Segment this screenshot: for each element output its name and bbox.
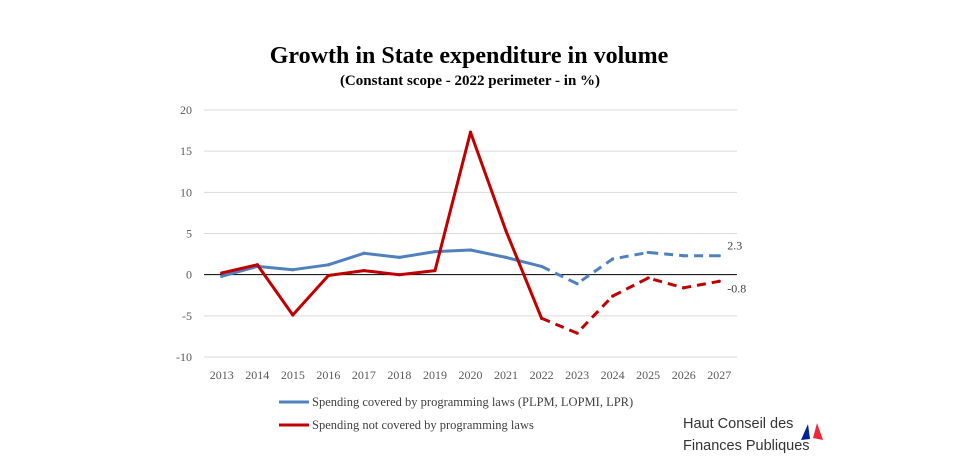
series-1-point xyxy=(504,229,508,233)
series-lines xyxy=(220,130,721,335)
legend-label-not-covered: Spending not covered by programming laws xyxy=(312,418,534,432)
series-0-point xyxy=(575,282,579,286)
y-tick-label: -10 xyxy=(176,350,192,364)
series-1-point xyxy=(682,286,686,290)
x-tick-label: 2018 xyxy=(387,368,411,382)
x-tick-label: 2027 xyxy=(707,368,731,382)
x-tick-label: 2026 xyxy=(672,368,696,382)
series-1-point xyxy=(646,276,650,280)
series-1-point xyxy=(255,263,259,267)
end-labels: 2.3 -0.8 xyxy=(727,239,746,296)
x-tick-label: 2024 xyxy=(601,368,625,382)
series-1-point xyxy=(220,271,224,275)
grid-lines xyxy=(204,109,737,358)
series-1-point xyxy=(539,316,544,320)
x-tick-label: 2022 xyxy=(530,368,554,382)
series-0-end-label: 2.3 xyxy=(727,239,742,253)
series-1-point xyxy=(433,268,437,273)
y-tick-label: 20 xyxy=(180,103,192,117)
legend-label-covered: Spending covered by programming laws (PL… xyxy=(312,395,633,409)
series-1-actual-line xyxy=(220,130,544,320)
series-0-point xyxy=(397,255,402,259)
series-0-point xyxy=(539,264,544,269)
series-0-point xyxy=(362,251,366,255)
x-tick-label: 2013 xyxy=(210,368,234,382)
logo-line-2: Finances Publiques xyxy=(683,438,810,454)
x-tick-label: 2017 xyxy=(352,368,376,382)
series-0-forecast-line xyxy=(540,250,720,286)
series-1-point xyxy=(717,279,721,283)
x-tick-label: 2016 xyxy=(316,368,340,382)
logo-flag-red-icon xyxy=(813,423,823,440)
x-tick-label: 2021 xyxy=(494,368,518,382)
series-0-point xyxy=(220,274,224,278)
y-tick-label: 5 xyxy=(186,227,192,241)
series-1-end-label: -0.8 xyxy=(727,281,746,295)
x-axis-ticks: 2013 2014 2015 2016 2017 2018 2019 2020 2021 2022… xyxy=(210,368,731,382)
series-1-point xyxy=(575,331,579,335)
legend: Spending covered by programming laws (PL… xyxy=(279,395,633,432)
series-0-point xyxy=(611,257,615,261)
series-0-point xyxy=(468,248,473,252)
chart-title: Growth in State expenditure in volume xyxy=(270,43,669,69)
series-0-point xyxy=(717,254,721,258)
series-0-point xyxy=(504,255,508,259)
x-tick-label: 2023 xyxy=(565,368,589,382)
series-1-point xyxy=(611,294,615,298)
series-0-actual-line xyxy=(220,248,544,278)
series-1-point xyxy=(326,273,330,278)
series-0-point xyxy=(326,263,330,267)
hcfp-logo: Haut Conseil des Finances Publiques xyxy=(683,416,823,454)
series-1-point xyxy=(362,268,366,273)
series-0-point xyxy=(291,268,295,272)
y-tick-label: 0 xyxy=(186,268,192,282)
series-1-point xyxy=(468,130,473,134)
x-tick-label: 2025 xyxy=(636,368,660,382)
y-axis-ticks: 20 15 10 5 0 -5 -10 xyxy=(176,103,192,364)
series-0-point xyxy=(646,250,650,255)
x-tick-label: 2020 xyxy=(459,368,483,382)
x-tick-label: 2014 xyxy=(245,368,269,382)
logo-line-1: Haut Conseil des xyxy=(683,416,793,432)
chart-subtitle: (Constant scope - 2022 perimeter - in %) xyxy=(340,73,600,89)
logo-flag-blue-icon xyxy=(801,424,810,440)
y-tick-label: -5 xyxy=(182,309,192,323)
series-1-forecast-line xyxy=(541,276,720,335)
series-1-point xyxy=(291,313,295,317)
y-tick-label: 10 xyxy=(180,185,192,199)
x-tick-label: 2015 xyxy=(281,368,305,382)
series-0-point xyxy=(433,250,437,254)
x-tick-label: 2019 xyxy=(423,368,447,382)
series-0-point xyxy=(682,254,686,258)
series-1-point xyxy=(397,273,402,277)
y-tick-label: 15 xyxy=(180,144,192,158)
